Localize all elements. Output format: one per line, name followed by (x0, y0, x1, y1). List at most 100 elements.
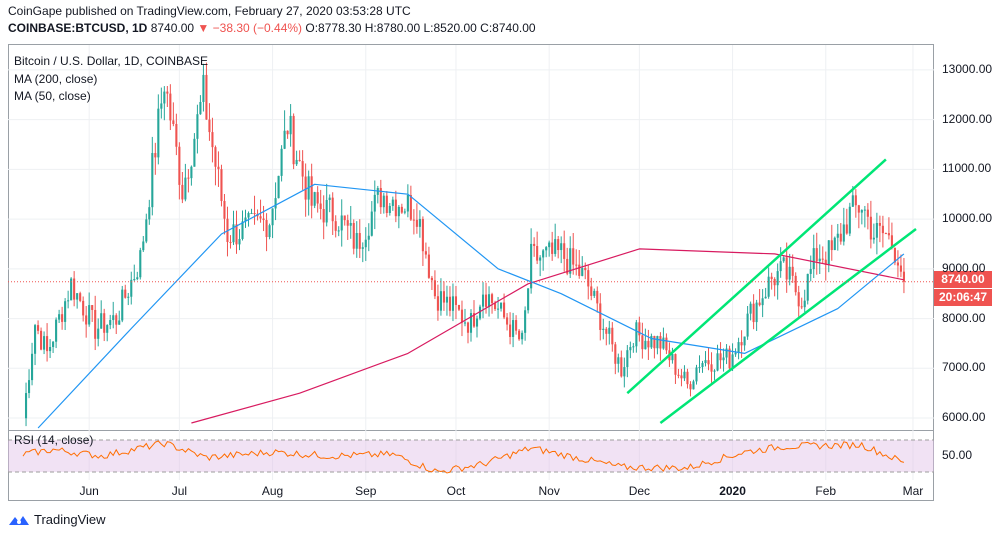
candle-body (304, 176, 307, 200)
candle-body (250, 213, 253, 215)
candle-body (632, 346, 635, 348)
candle-body (509, 324, 512, 337)
rsi-pane[interactable] (8, 430, 934, 480)
candle-body (818, 258, 821, 262)
x-tick-label: Jun (79, 484, 99, 498)
candle-body (524, 310, 527, 333)
candle-body (827, 240, 830, 265)
candle-body (178, 146, 181, 185)
candle-body (238, 238, 241, 245)
candle-body (839, 233, 842, 242)
candle-body (512, 320, 515, 337)
candle-body (181, 184, 184, 200)
candle-body (313, 192, 316, 206)
candle-body (478, 306, 482, 319)
candle-body (121, 289, 124, 321)
candle-body (403, 211, 406, 213)
candle-body (424, 251, 427, 255)
candle-body (415, 219, 418, 227)
candle-body (34, 325, 37, 354)
candle-body (157, 108, 160, 158)
candle-body (439, 291, 442, 311)
candle-body (355, 233, 358, 249)
candle-body (734, 352, 737, 355)
ma200-line (191, 248, 905, 424)
candle-body (752, 303, 755, 323)
candle-body (79, 293, 82, 301)
candle-body (319, 203, 322, 210)
candle-body (466, 322, 470, 333)
candle-body (881, 225, 884, 234)
candle-body (322, 209, 325, 223)
candle-body (364, 239, 367, 248)
ohlc-values: O:8778.30 H:8780.00 L:8520.00 C:8740.00 (305, 21, 536, 35)
candle-body (791, 266, 794, 276)
candle-body (46, 336, 49, 352)
bar-countdown-tag: 20:06:47 (934, 289, 992, 306)
candle-body (448, 296, 452, 311)
candle-body (82, 300, 85, 316)
candle-body (142, 241, 145, 251)
candle-body (169, 93, 172, 121)
candle-body (800, 306, 803, 308)
candle-body (100, 313, 103, 329)
x-tick-label: Feb (815, 484, 837, 498)
candle-body (560, 243, 563, 251)
candle-body (695, 367, 698, 382)
candle-body (581, 267, 584, 276)
candle-body (725, 348, 728, 358)
candle-body (127, 296, 130, 298)
candle-body (671, 354, 674, 361)
candle-body (887, 233, 890, 236)
candle-body (184, 177, 187, 200)
y-tick-label: 12000.00 (942, 111, 993, 126)
candle-body (503, 302, 506, 318)
candle-body (346, 220, 349, 226)
candle-body (872, 237, 875, 240)
candle-body (259, 216, 262, 219)
candle-body (875, 222, 878, 238)
candle-body (611, 327, 614, 345)
candle-body (400, 206, 403, 213)
candle-body (493, 303, 497, 310)
candle-body (830, 240, 833, 251)
candle-body (349, 222, 352, 226)
symbol-name: COINBASE:BTCUSD, 1D (8, 21, 148, 35)
candle-body (286, 130, 289, 135)
candle-body (334, 221, 337, 231)
candle-body (722, 357, 725, 361)
candle-body (373, 194, 376, 212)
candle-body (836, 233, 839, 238)
candle-body (487, 294, 491, 307)
candle-body (749, 303, 752, 314)
candle-body (608, 327, 611, 334)
chart-frame[interactable] (8, 44, 934, 501)
candle-body (253, 213, 256, 215)
candle-body (635, 322, 638, 347)
candle-body (665, 337, 668, 351)
candle-body (530, 243, 533, 289)
current-price-tag: 8740.00 (934, 271, 992, 288)
candle-body (767, 276, 770, 297)
candle-body (848, 206, 851, 234)
candle-body (812, 248, 815, 270)
candle-body (94, 309, 97, 339)
y-tick-label: 9000.00 (942, 260, 986, 275)
candle-body (73, 278, 76, 300)
candle-body (394, 199, 397, 217)
candle-body (274, 198, 277, 209)
candle-body (361, 247, 364, 249)
candle-body (301, 161, 304, 177)
candle-body (385, 195, 388, 214)
candle-body (214, 147, 217, 167)
rsi-line (22, 440, 905, 474)
candle-body (163, 91, 166, 104)
candle-body (866, 209, 869, 217)
candle-body (244, 217, 247, 222)
candle-body (857, 205, 860, 213)
candle-body (235, 224, 238, 245)
candle-body (202, 74, 205, 102)
tradingview-branding[interactable]: TradingView (8, 512, 106, 527)
candle-body (160, 103, 163, 109)
